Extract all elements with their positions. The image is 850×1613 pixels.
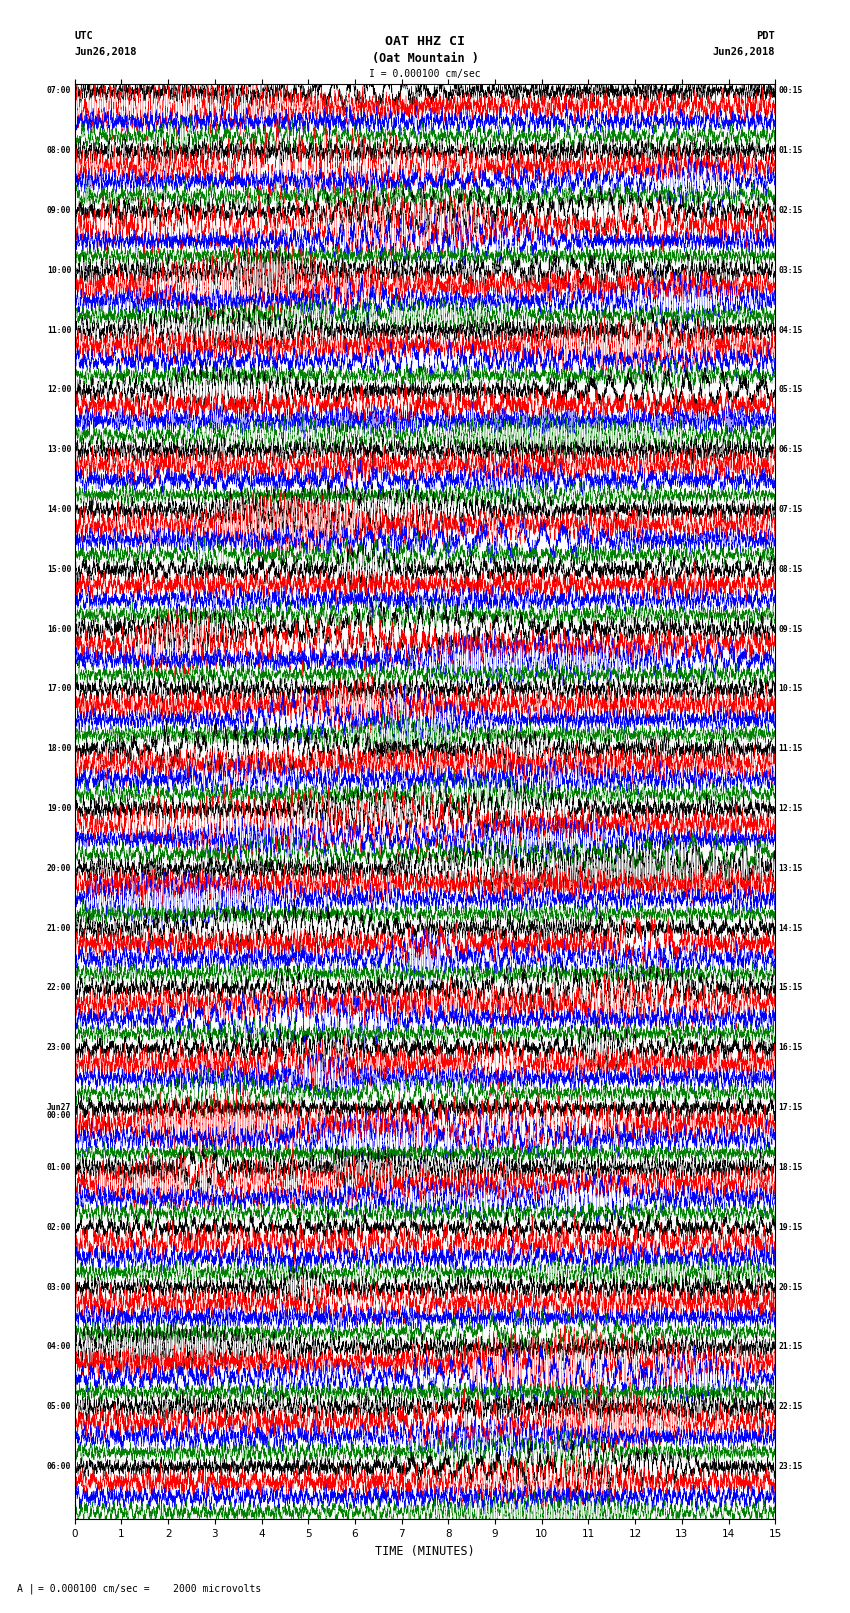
Text: 01:15: 01:15 xyxy=(779,147,803,155)
Text: 18:15: 18:15 xyxy=(779,1163,803,1173)
Text: 22:00: 22:00 xyxy=(47,984,71,992)
Text: I = 0.000100 cm/sec: I = 0.000100 cm/sec xyxy=(369,69,481,79)
Text: (Oat Mountain ): (Oat Mountain ) xyxy=(371,52,479,65)
Text: 13:15: 13:15 xyxy=(779,865,803,873)
Text: 04:15: 04:15 xyxy=(779,326,803,334)
Text: 09:15: 09:15 xyxy=(779,624,803,634)
Text: 10:00: 10:00 xyxy=(47,266,71,274)
Text: 00:15: 00:15 xyxy=(779,85,803,95)
Text: Jun26,2018: Jun26,2018 xyxy=(75,47,138,56)
Text: A |: A | xyxy=(17,1582,35,1594)
Text: 16:00: 16:00 xyxy=(47,624,71,634)
Text: 14:00: 14:00 xyxy=(47,505,71,515)
Text: 18:00: 18:00 xyxy=(47,744,71,753)
Text: 17:00: 17:00 xyxy=(47,684,71,694)
Text: 20:15: 20:15 xyxy=(779,1282,803,1292)
Text: 22:15: 22:15 xyxy=(779,1402,803,1411)
Text: 14:15: 14:15 xyxy=(779,924,803,932)
X-axis label: TIME (MINUTES): TIME (MINUTES) xyxy=(375,1545,475,1558)
Text: 08:00: 08:00 xyxy=(47,147,71,155)
Text: 15:00: 15:00 xyxy=(47,565,71,574)
Text: 05:00: 05:00 xyxy=(47,1402,71,1411)
Text: 02:15: 02:15 xyxy=(779,206,803,215)
Text: 20:00: 20:00 xyxy=(47,865,71,873)
Text: 19:15: 19:15 xyxy=(779,1223,803,1232)
Text: 08:15: 08:15 xyxy=(779,565,803,574)
Text: 15:15: 15:15 xyxy=(779,984,803,992)
Text: 11:00: 11:00 xyxy=(47,326,71,334)
Text: 23:15: 23:15 xyxy=(779,1461,803,1471)
Text: 23:00: 23:00 xyxy=(47,1044,71,1052)
Text: 02:00: 02:00 xyxy=(47,1223,71,1232)
Text: 12:15: 12:15 xyxy=(779,803,803,813)
Text: 12:00: 12:00 xyxy=(47,386,71,394)
Text: 07:15: 07:15 xyxy=(779,505,803,515)
Text: 03:00: 03:00 xyxy=(47,1282,71,1292)
Text: UTC: UTC xyxy=(75,31,94,40)
Text: 06:15: 06:15 xyxy=(779,445,803,455)
Text: 17:15: 17:15 xyxy=(779,1103,803,1111)
Text: 03:15: 03:15 xyxy=(779,266,803,274)
Text: PDT: PDT xyxy=(756,31,775,40)
Text: 06:00: 06:00 xyxy=(47,1461,71,1471)
Text: 11:15: 11:15 xyxy=(779,744,803,753)
Text: Jun26,2018: Jun26,2018 xyxy=(712,47,775,56)
Text: 09:00: 09:00 xyxy=(47,206,71,215)
Text: 07:00: 07:00 xyxy=(47,85,71,95)
Text: OAT HHZ CI: OAT HHZ CI xyxy=(385,35,465,48)
Text: 19:00: 19:00 xyxy=(47,803,71,813)
Text: 05:15: 05:15 xyxy=(779,386,803,394)
Text: 21:15: 21:15 xyxy=(779,1342,803,1352)
Text: 01:00: 01:00 xyxy=(47,1163,71,1173)
Text: 00:00: 00:00 xyxy=(47,1111,71,1121)
Text: 21:00: 21:00 xyxy=(47,924,71,932)
Text: 04:00: 04:00 xyxy=(47,1342,71,1352)
Text: 13:00: 13:00 xyxy=(47,445,71,455)
Text: = 0.000100 cm/sec =    2000 microvolts: = 0.000100 cm/sec = 2000 microvolts xyxy=(38,1584,262,1594)
Text: Jun27: Jun27 xyxy=(47,1103,71,1111)
Text: 16:15: 16:15 xyxy=(779,1044,803,1052)
Text: 10:15: 10:15 xyxy=(779,684,803,694)
